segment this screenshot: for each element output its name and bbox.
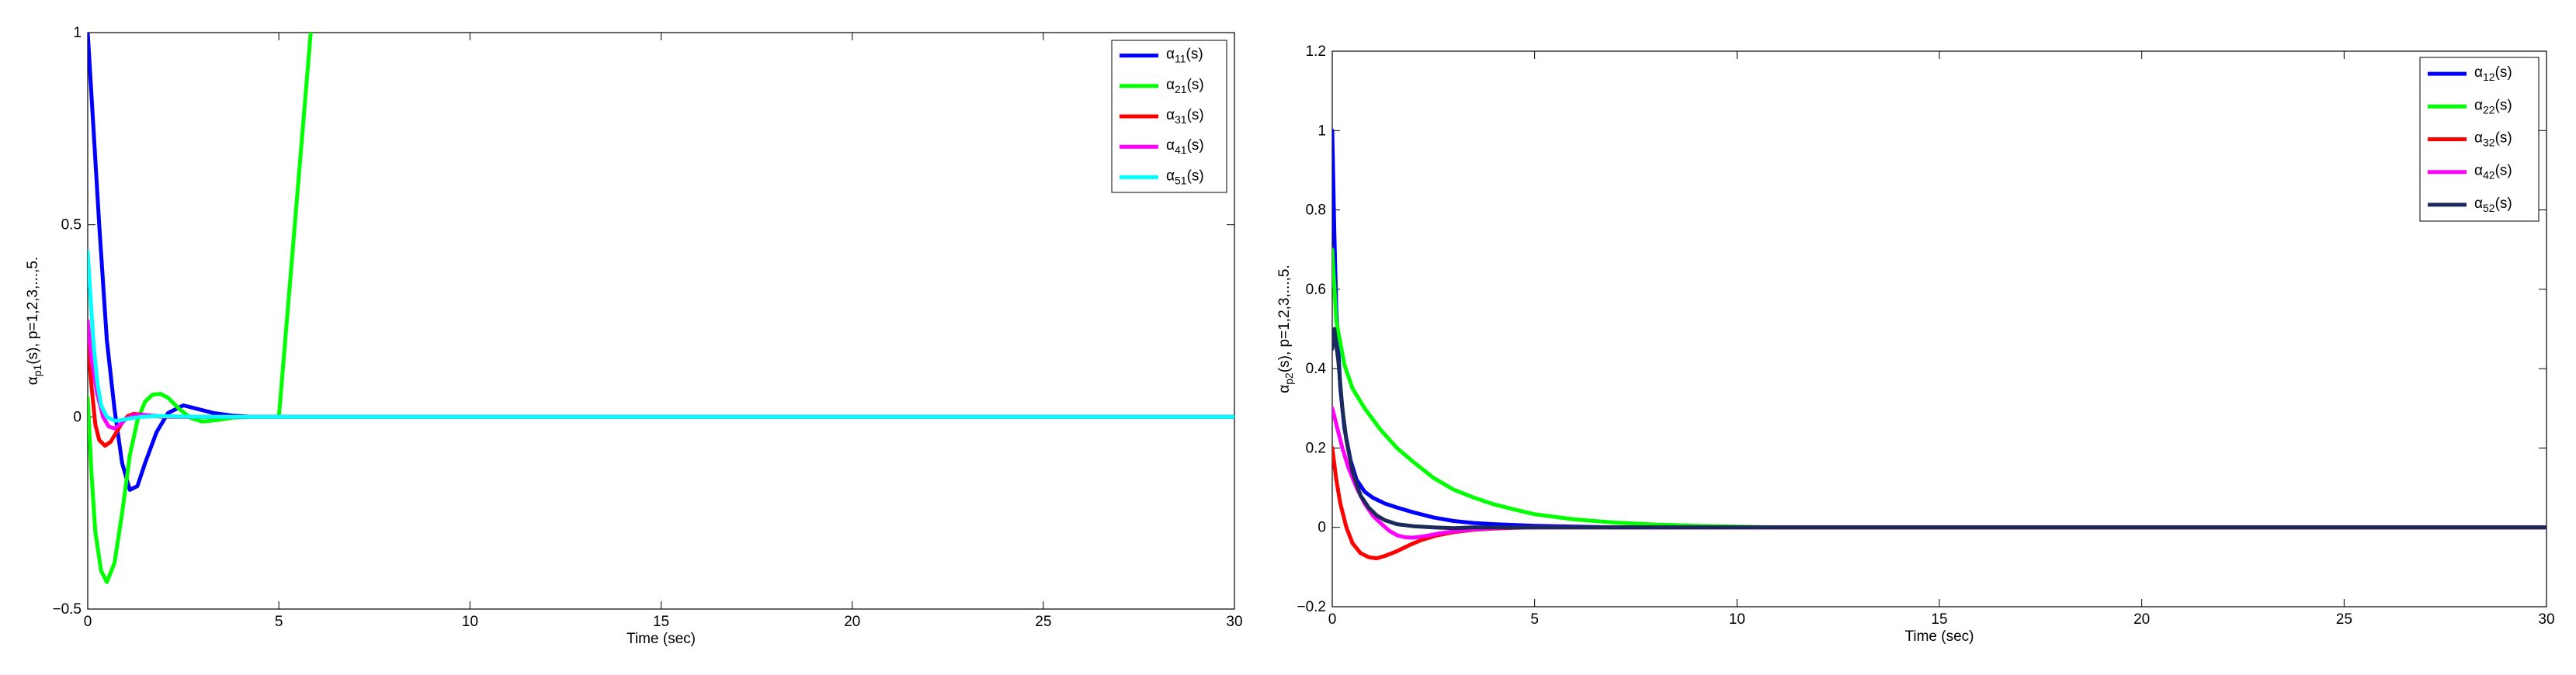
x-tick-label: 20 (2133, 611, 2150, 628)
x-tick-label: 30 (2538, 611, 2554, 628)
y-axis-label-group: αp1(s), p=1,2,3,...,5. (25, 257, 43, 385)
legend: α11(s) α21(s) α31(s) α41(s) α51(s) (1111, 40, 1227, 193)
y-axis-label-group: αp2(s), p=1,2,3,...,5. (1276, 265, 1295, 393)
y-tick-label: 1.2 (1306, 43, 1326, 60)
series-line-31 (88, 338, 1234, 448)
y-tick-label: 0 (1318, 520, 1326, 536)
y-tick-label: −0.5 (52, 601, 82, 618)
plot-area-frame (87, 32, 1235, 610)
legend-entry-52: α52(s) (2474, 196, 2512, 214)
x-tick-label: 20 (844, 614, 860, 630)
x-tick-label: 30 (1226, 614, 1242, 630)
series-line-42 (1332, 406, 2546, 540)
x-tick-label: 5 (1530, 611, 1539, 628)
y-tick-label: −0.2 (1297, 599, 1326, 615)
series-line-12 (1332, 128, 2546, 530)
y-tick-label: 0.4 (1306, 361, 1327, 377)
legend-entry-22: α22(s) (2474, 97, 2512, 116)
x-tick-label: 10 (462, 614, 478, 630)
x-axis-label: Time (sec) (1904, 628, 1974, 645)
y-tick-label: 0 (73, 409, 82, 425)
series-line-11 (88, 33, 1234, 492)
x-tick-label: 15 (1931, 611, 1947, 628)
legend-entry-42: α42(s) (2474, 163, 2512, 182)
legend-entry-12: α12(s) (2474, 64, 2512, 83)
x-tick-label: 10 (1729, 611, 1745, 628)
x-tick-label: 5 (275, 614, 283, 630)
series-line-32 (1332, 445, 2546, 561)
legend-entry-41: α41(s) (1166, 137, 1204, 156)
series-line-52 (1332, 327, 2546, 531)
y-tick-label: 0.5 (61, 217, 82, 234)
y-tick-label: 0.8 (1306, 202, 1326, 219)
x-tick-label: 0 (84, 614, 92, 630)
y-axis-label: αp2(s), p=1,2,3,...,5. (1276, 265, 1295, 393)
series-line-21 (88, 33, 313, 584)
legend-entry-51: α51(s) (1166, 168, 1204, 186)
x-tick-label: 0 (1328, 611, 1337, 628)
legend-entry-21: α21(s) (1166, 77, 1204, 95)
x-tick-label: 25 (2336, 611, 2352, 628)
x-axis-label: Time (sec) (627, 631, 696, 647)
y-tick-label: 1 (1318, 123, 1326, 139)
legend: α12(s) α22(s) α32(s) α42(s) α52(s) (2419, 57, 2540, 222)
y-axis-label: αp1(s), p=1,2,3,...,5. (25, 257, 43, 385)
x-tick-label: 15 (653, 614, 669, 630)
y-tick-label: 0.6 (1306, 282, 1326, 298)
y-tick-label: 0.2 (1306, 440, 1326, 456)
legend-entry-31: α31(s) (1166, 107, 1204, 126)
legend-entry-32: α32(s) (2474, 130, 2512, 149)
legend-entry-11: α11(s) (1166, 47, 1203, 65)
x-tick-label: 25 (1035, 614, 1051, 630)
y-tick-label: 1 (73, 25, 82, 41)
series-line-41 (88, 319, 1234, 431)
series-line-51 (88, 249, 1234, 423)
series-line-22 (1332, 248, 2546, 530)
